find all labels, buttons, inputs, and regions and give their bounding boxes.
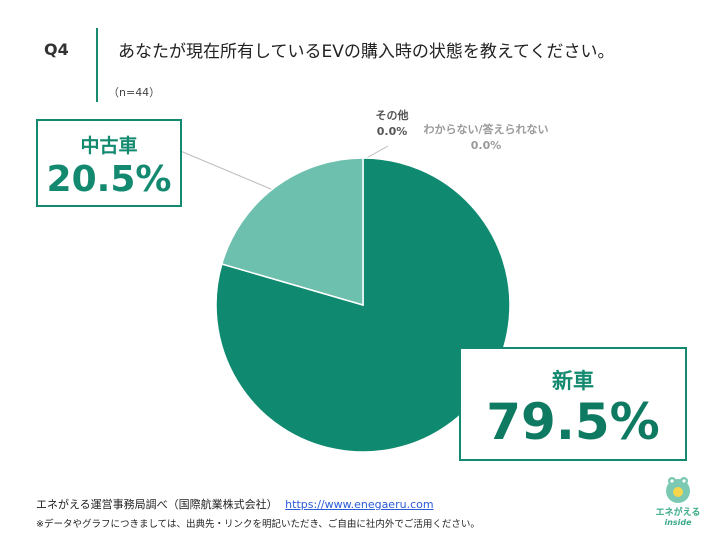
callout-used-car: 中古車 20.5% (36, 119, 182, 207)
sample-size: （n=44） (108, 86, 161, 99)
logo-subtext: inside (664, 518, 692, 527)
pie-label-other: その他 0.0% (368, 108, 416, 140)
question-title: あなたが現在所有しているEVの購入時の状態を教えてください。 (118, 42, 615, 62)
callout-new-car-label: 新車 (552, 369, 594, 393)
pie-label-unknown-name: わからない/答えられない (423, 123, 549, 136)
frog-logo-icon (666, 477, 690, 503)
enegaeru-logo: エネがえる inside (648, 474, 708, 530)
callout-used-car-label: 中古車 (80, 135, 138, 157)
callout-new-car: 新車 79.5% (459, 347, 687, 461)
callout-new-car-value: 79.5% (486, 393, 660, 451)
callout-used-car-value: 20.5% (46, 159, 172, 200)
logo-text: エネがえる (655, 508, 701, 518)
question-number: Q4 (44, 40, 69, 59)
pie-label-unknown: わからない/答えられない 0.0% (410, 122, 562, 154)
footer-source-text: エネがえる運営事務局調べ（国際航業株式会社） (36, 498, 278, 511)
leader-line-used (177, 149, 279, 193)
title-divider (96, 28, 98, 102)
footer-source: エネがえる運営事務局調べ（国際航業株式会社） https://www.enega… (36, 496, 434, 512)
footer-url-link[interactable]: https://www.enegaeru.com (285, 498, 434, 511)
pie-label-unknown-value: 0.0% (470, 138, 502, 152)
pie-label-other-value: 0.0% (376, 124, 408, 138)
footer-note: ※データやグラフにつきましては、出典先・リンクを明記いただき、ご自由に社内外でご… (36, 519, 480, 530)
pie-slice-2 (220, 157, 364, 306)
pie-label-other-name: その他 (375, 109, 409, 122)
